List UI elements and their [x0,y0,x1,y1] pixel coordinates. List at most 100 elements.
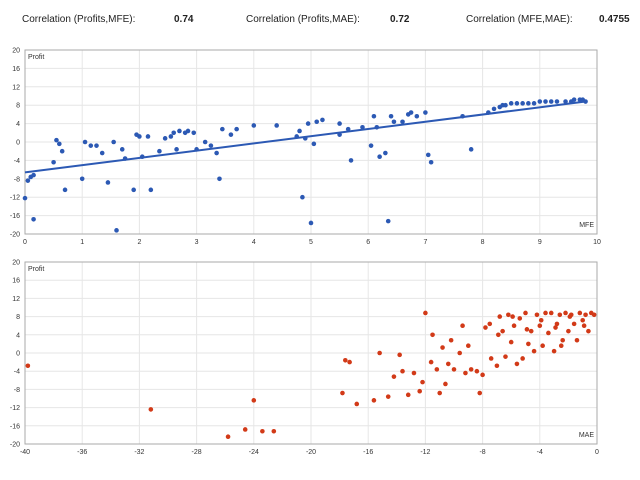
mae-data-point [451,367,457,372]
corr-profit-mae-value: 0.72 [390,14,410,25]
corr-profit-mfe-label: Correlation (Profits,MFE): [22,14,136,25]
mae-data-point [534,312,540,318]
mfe-data-point [174,147,179,152]
corr-mfe-mae-value: 0.4755 [599,14,630,25]
mfe-data-point [111,139,116,145]
mae-data-point [581,323,587,329]
mae-x-tick-label: -12 [420,449,430,456]
mfe-data-point [88,143,94,148]
mae-data-point [340,390,345,396]
mfe-x-tick-label: 4 [252,239,256,246]
mfe-x-tick-label: 7 [423,239,427,246]
mfe-data-point [371,113,377,119]
mfe-data-point [171,130,177,136]
mae-data-point [417,388,422,394]
mae-data-point [488,356,494,361]
mfe-data-point [202,139,208,145]
mae-data-point [537,323,543,329]
mfe-data-point [428,159,434,165]
mae-data-point [558,343,564,349]
mae-y-tick-label: 0 [16,351,20,358]
mae-x-tick-label: -28 [192,449,202,456]
mae-data-point [540,343,545,349]
mfe-data-point [31,216,36,222]
mae-y-tick-label: -8 [14,387,20,394]
mae-data-point [448,337,454,343]
mfe-y-tick-label: 12 [12,84,20,91]
mfe-data-point [400,119,405,125]
mae-plot-frame [24,261,598,445]
mfe-data-point [25,178,31,183]
mae-data-point [25,363,31,369]
mae-y-tick-label: -4 [14,369,20,376]
mae-data-point [524,327,530,332]
mfe-data-point [563,99,568,104]
mae-data-point [420,379,425,385]
mae-y-tick-label: -20 [10,442,20,449]
mfe-data-point [543,99,548,104]
mfe-data-point [131,187,136,193]
mfe-data-point [62,187,68,193]
mfe-data-point [408,110,414,115]
mae-data-point [548,310,554,316]
mfe-data-point [214,150,219,156]
mfe-x-tick-label: 9 [538,239,542,246]
mfe-y-tick-label: -12 [10,195,20,202]
mfe-data-point [514,101,520,106]
mae-data-point [531,348,537,354]
mae-data-point [560,337,565,343]
mfe-data-point [531,101,537,106]
mfe-data-point [157,148,162,154]
mfe-x-axis-label: MFE [579,222,594,229]
mae-data-point [494,363,500,369]
mfe-data-point [526,101,531,106]
mfe-y-tick-label: -8 [14,176,20,183]
mfe-data-point [320,117,325,123]
mae-data-point [497,314,503,319]
mfe-y-tick-label: 20 [12,48,20,55]
mfe-y-tick-label: -16 [10,213,20,220]
mae-y-tick-label: 4 [16,332,20,339]
mae-x-axis-label: MAE [579,432,595,439]
mae-data-point [371,398,377,403]
mfe-data-point [348,158,354,163]
corr-profit-mae-label: Correlation (Profits,MAE): [246,14,360,25]
mfe-data-point [220,126,225,132]
mfe-data-point [217,176,222,182]
mae-data-point [225,434,231,440]
mfe-y-axis-label: Profit [28,54,44,61]
mae-data-point [480,372,485,378]
mfe-data-point [208,143,214,148]
mae-data-point [434,367,440,372]
mae-data-point [445,361,451,367]
mae-y-tick-label: 12 [12,296,20,303]
mae-data-point [528,328,534,334]
mfe-data-point [54,137,59,143]
mae-data-point [571,321,577,327]
mfe-x-tick-label: 2 [137,239,141,246]
mfe-data-point [168,134,174,139]
mae-y-tick-label: 8 [16,314,20,321]
mfe-data-point [94,143,99,148]
mae-data-point [591,312,597,318]
mae-data-point [148,407,154,412]
mae-data-point [514,361,520,367]
mae-data-point [538,317,544,323]
mae-data-point [242,427,248,432]
mfe-data-point [31,172,36,178]
mfe-data-point [234,126,239,132]
mfe-x-tick-label: 6 [366,239,370,246]
mae-data-point [551,348,557,354]
mfe-data-point [414,113,420,119]
mae-data-point [543,310,548,316]
mfe-data-point [185,128,191,134]
mae-x-tick-label: -16 [363,449,373,456]
mae-data-point [397,352,402,358]
mae-x-tick-label: -32 [134,449,144,456]
mfe-data-point [274,123,279,128]
mae-data-point [391,374,397,379]
mfe-y-tick-label: -4 [14,158,20,165]
mfe-data-point [251,123,257,128]
mfe-data-point [297,128,302,134]
